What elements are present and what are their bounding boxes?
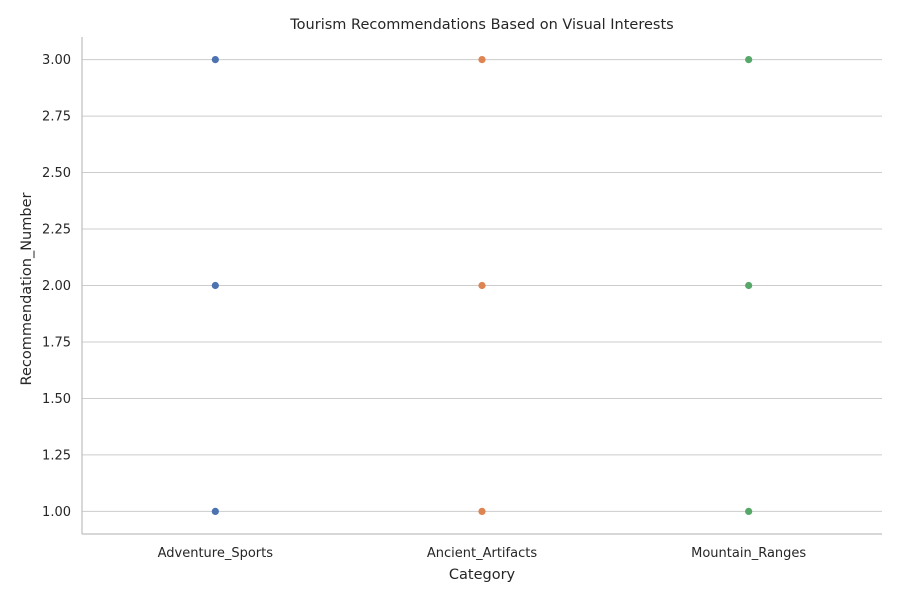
- data-point: [745, 507, 753, 516]
- x-axis-label: Category: [449, 567, 516, 583]
- data-point: [478, 507, 486, 516]
- y-tick-label: 2.50: [42, 166, 71, 181]
- y-tick-label: 3.00: [42, 53, 71, 68]
- data-point: [745, 55, 753, 64]
- y-tick-label: 1.25: [42, 448, 71, 463]
- data-point: [745, 281, 753, 290]
- y-tick-labels: 1.00 1.25 1.50 1.75 2.00 2.25 2.50 2.75 3.00: [42, 53, 71, 520]
- y-tick-label: 1.50: [42, 392, 71, 407]
- y-tick-label: 2.25: [42, 223, 71, 238]
- data-point: [211, 55, 219, 64]
- y-tick-label: 1.75: [42, 335, 71, 350]
- x-tick-label: Ancient_Artifacts: [427, 546, 537, 561]
- data-point: [211, 507, 219, 516]
- data-points: [211, 55, 753, 516]
- x-tick-labels: Adventure_Sports Ancient_Artifacts Mountai…: [158, 546, 807, 561]
- data-point: [478, 55, 486, 64]
- x-tick-label: Mountain_Ranges: [691, 546, 806, 561]
- y-axis-label: Recommendation_Number: [19, 193, 35, 386]
- data-point: [478, 281, 486, 290]
- y-tick-label: 1.00: [42, 505, 71, 520]
- chart-title: Tourism Recommendations Based on Visual …: [289, 17, 673, 33]
- x-tick-label: Adventure_Sports: [158, 546, 274, 561]
- y-tick-label: 2.00: [42, 279, 71, 294]
- data-point: [211, 281, 219, 290]
- y-tick-label: 2.75: [42, 110, 71, 125]
